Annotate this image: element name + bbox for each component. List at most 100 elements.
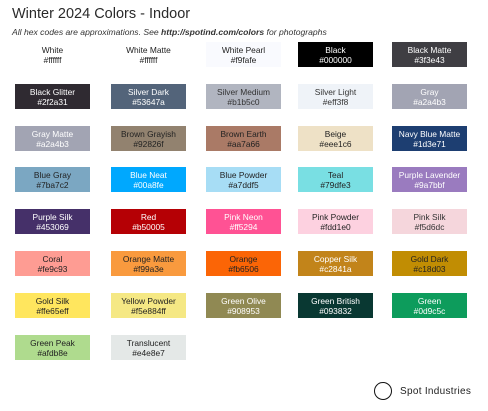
swatch-hex: #1d3e71 xyxy=(413,138,446,149)
swatch-hex: #92826f xyxy=(133,138,164,149)
color-swatch-grid: White #ffffff White Matte #ffffff White Pear… xyxy=(15,42,485,372)
swatch-hex: #3f3e43 xyxy=(414,54,445,65)
swatch-hex: #fdd1e0 xyxy=(320,221,351,232)
swatch-name: Red xyxy=(140,211,157,222)
swatch-name: Black xyxy=(325,44,346,55)
color-swatch: Pink Powder #fdd1e0 xyxy=(298,209,373,234)
color-swatch: Blue Gray #7ba7c2 xyxy=(15,167,90,192)
swatch-name: Gold Silk xyxy=(35,295,70,306)
swatch-name: Green Olive xyxy=(221,295,266,306)
swatch-hex: #c18d03 xyxy=(413,263,446,274)
swatch-name: Silver Light xyxy=(314,86,357,97)
color-swatch: Brown Earth #aa7a66 xyxy=(206,126,281,151)
subtitle-text-end: for photographs xyxy=(264,27,327,37)
swatch-name: Brown Earth xyxy=(220,128,267,139)
swatch-name: Green British xyxy=(311,295,360,306)
swatch-hex: #f5d6dc xyxy=(414,221,445,232)
swatch-name: Green Peak xyxy=(30,337,75,348)
swatch-hex: #aa7a66 xyxy=(227,138,260,149)
swatch-name: Brown Grayish xyxy=(121,128,176,139)
swatch-name: Blue Powder xyxy=(219,169,268,180)
swatch-name: Silver Dark xyxy=(128,86,169,97)
color-swatch: Copper Silk #c2841a xyxy=(298,251,373,276)
subtitle-text: All hex codes are approximations. See xyxy=(12,27,162,37)
swatch-hex: #ff5294 xyxy=(229,221,258,232)
swatch-name: White xyxy=(41,44,64,55)
swatch-hex: #00a8fe xyxy=(133,179,164,190)
color-swatch: Teal #79dfe3 xyxy=(298,167,373,192)
color-swatch: Green British #093832 xyxy=(298,293,373,318)
swatch-name: Gold Dark xyxy=(410,253,449,264)
color-swatch: Black Matte #3f3e43 xyxy=(392,42,467,67)
color-swatch: Black Glitter #2f2a31 xyxy=(15,84,90,109)
swatch-hex: #093832 xyxy=(319,305,352,316)
swatch-hex: #2f2a31 xyxy=(37,96,68,107)
color-swatch: Red #b50005 xyxy=(111,209,186,234)
color-swatch: Gray Matte #a2a4b3 xyxy=(15,126,90,151)
swatch-name: Teal xyxy=(327,169,344,180)
color-swatch: Green Olive #908953 xyxy=(206,293,281,318)
brand-name: Spot Industries xyxy=(400,385,472,397)
swatch-hex: #eee1c6 xyxy=(319,138,352,149)
swatch-name: Blue Gray xyxy=(33,169,72,180)
swatch-name: Purple Silk xyxy=(32,211,73,222)
swatch-name: Gray Matte xyxy=(31,128,74,139)
swatch-hex: #eff3f8 xyxy=(322,96,349,107)
swatch-name: Pink Powder xyxy=(311,211,359,222)
color-swatch: Orange #fb6506 xyxy=(206,251,281,276)
swatch-name: Translucent xyxy=(126,337,171,348)
swatch-name: White Matte xyxy=(126,44,171,55)
color-swatch: Pink Silk #f5d6dc xyxy=(392,209,467,234)
swatch-name: White Pearl xyxy=(221,44,266,55)
swatch-name: Purple Lavender xyxy=(398,169,461,180)
swatch-hex: #b1b5c0 xyxy=(227,96,260,107)
page-title: Winter 2024 Colors - Indoor xyxy=(12,6,191,22)
color-swatch: Beige #eee1c6 xyxy=(298,126,373,151)
swatch-hex: #c2841a xyxy=(319,263,352,274)
swatch-hex: #0d9c5c xyxy=(413,305,446,316)
color-swatch: Gray #a2a4b3 xyxy=(392,84,467,109)
swatch-name: Yellow Powder xyxy=(121,295,176,306)
swatch-hex: #7ba7c2 xyxy=(36,179,69,190)
swatch-hex: #e4e8e7 xyxy=(132,347,165,358)
swatch-name: Pink Silk xyxy=(413,211,446,222)
spot-logo-icon xyxy=(374,382,392,400)
color-swatch: Gold Dark #c18d03 xyxy=(392,251,467,276)
swatch-hex: #a2a4b3 xyxy=(413,96,446,107)
color-swatch: Yellow Powder #f5e884ff xyxy=(111,293,186,318)
swatch-name: Orange Matte xyxy=(122,253,175,264)
swatch-hex: #908953 xyxy=(227,305,260,316)
swatch-hex: #9a7bbf xyxy=(414,179,445,190)
color-swatch: White #ffffff xyxy=(15,42,90,67)
color-swatch: Translucent #e4e8e7 xyxy=(111,335,186,360)
swatch-hex: #79dfe3 xyxy=(320,179,351,190)
color-swatch: Brown Grayish #92826f xyxy=(111,126,186,151)
color-swatch: Gold Silk #ffe65eff xyxy=(15,293,90,318)
swatch-hex: #453069 xyxy=(36,221,69,232)
brand-footer: Spot Industries xyxy=(374,382,471,400)
swatch-hex: #ffffff xyxy=(139,54,158,65)
color-swatch: Blue Powder #a7ddf5 xyxy=(206,167,281,192)
swatch-name: Beige xyxy=(324,128,347,139)
colors-link[interactable]: http://spotind.com/colors xyxy=(161,27,265,37)
swatch-hex: #f9fafe xyxy=(230,54,257,65)
color-swatch: Purple Lavender #9a7bbf xyxy=(392,167,467,192)
swatch-hex: #a7ddf5 xyxy=(228,179,259,190)
swatch-hex: #f5e884ff xyxy=(131,305,166,316)
color-swatch: Green Peak #afdb8e xyxy=(15,335,90,360)
swatch-hex: #b50005 xyxy=(132,221,165,232)
color-swatch: Silver Medium #b1b5c0 xyxy=(206,84,281,109)
color-swatch: Coral #fe9c93 xyxy=(15,251,90,276)
swatch-hex: #afdb8e xyxy=(37,347,68,358)
color-swatch: Orange Matte #f99a3e xyxy=(111,251,186,276)
color-swatch: Blue Neat #00a8fe xyxy=(111,167,186,192)
swatch-name: Black Glitter xyxy=(29,86,76,97)
swatch-name: Blue Neat xyxy=(130,169,167,180)
swatch-hex: #ffffff xyxy=(43,54,62,65)
color-swatch: Silver Dark #53647a xyxy=(111,84,186,109)
swatch-hex: #000000 xyxy=(319,54,352,65)
page-subtitle: All hex codes are approximations. See ht… xyxy=(12,27,327,37)
swatch-hex: #53647a xyxy=(132,96,165,107)
swatch-hex: #ffe65eff xyxy=(36,305,69,316)
color-swatch: Purple Silk #453069 xyxy=(15,209,90,234)
